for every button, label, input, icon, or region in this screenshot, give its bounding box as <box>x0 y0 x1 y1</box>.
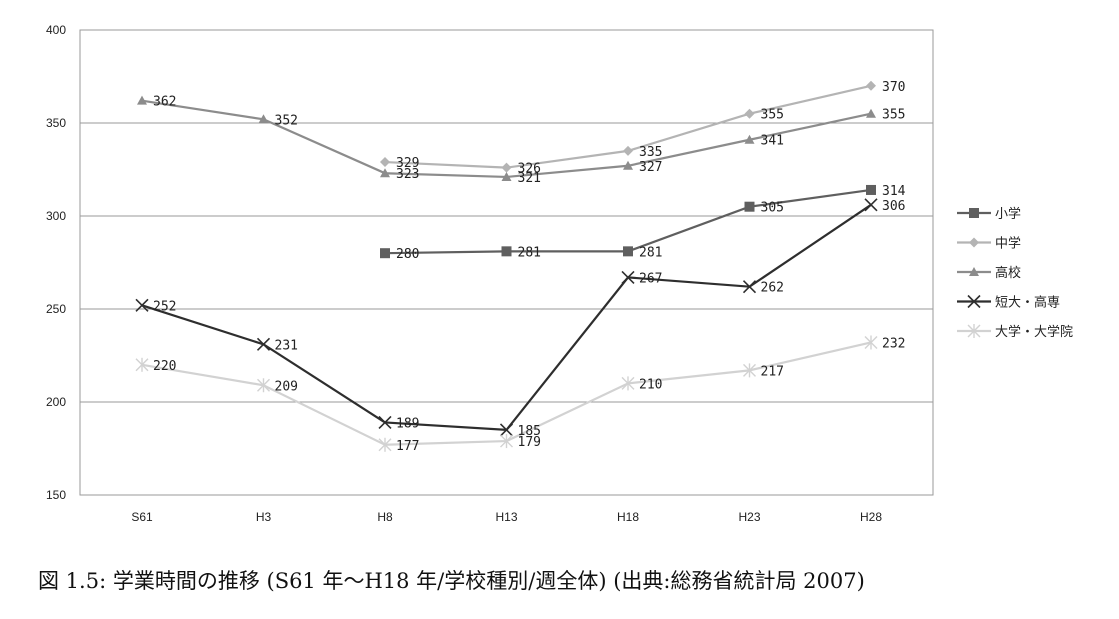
data-point <box>623 160 633 170</box>
data-point <box>744 108 755 119</box>
data-label: 326 <box>518 162 541 177</box>
data-label: 314 <box>882 184 906 199</box>
data-label: 362 <box>153 95 176 110</box>
data-label: 329 <box>396 156 419 171</box>
legend-label: 高校 <box>995 265 1021 281</box>
data-point <box>500 434 513 449</box>
legend-entry: 大学・大学院 <box>957 324 1073 340</box>
data-label: 185 <box>518 424 541 439</box>
data-label: 179 <box>518 435 541 450</box>
x-tick-label: H18 <box>617 510 639 524</box>
legend-marker <box>969 208 979 218</box>
data-label: 321 <box>518 171 541 186</box>
data-label: 281 <box>639 245 662 260</box>
data-point <box>135 357 149 372</box>
data-point <box>744 201 755 212</box>
data-label: 262 <box>761 281 784 296</box>
data-label: 209 <box>275 379 298 394</box>
data-point <box>623 246 633 257</box>
data-point <box>380 168 390 178</box>
data-point <box>864 198 878 212</box>
data-label: 341 <box>761 134 784 149</box>
data-point <box>256 337 271 351</box>
legend-label: 短大・高専 <box>995 295 1060 311</box>
x-tick-label: H23 <box>738 510 760 524</box>
x-tick-label: H13 <box>495 510 517 524</box>
data-point <box>743 363 756 378</box>
data-label: 352 <box>275 113 298 128</box>
data-point <box>864 335 878 350</box>
data-point <box>866 108 876 118</box>
data-point <box>621 376 635 391</box>
data-label: 323 <box>396 167 419 182</box>
data-label: 305 <box>761 201 784 216</box>
data-label: 327 <box>639 160 662 175</box>
data-point <box>866 184 876 195</box>
data-point <box>135 298 149 312</box>
data-label: 231 <box>275 338 298 353</box>
data-label: 280 <box>396 247 419 262</box>
y-tick-label: 200 <box>46 395 66 409</box>
data-label: 355 <box>761 108 784 123</box>
data-label: 210 <box>639 377 662 392</box>
data-point <box>380 248 390 259</box>
data-label: 220 <box>153 359 176 374</box>
plot-area <box>79 29 934 496</box>
data-point <box>742 280 757 294</box>
y-tick-label: 300 <box>46 209 66 223</box>
data-label: 370 <box>882 80 905 95</box>
data-point <box>621 270 635 284</box>
legend-marker <box>969 237 979 248</box>
data-point <box>501 162 512 173</box>
legend-entry: 高校 <box>957 265 1021 281</box>
legend-marker <box>967 324 981 338</box>
x-tick-label: S61 <box>131 510 153 524</box>
data-point <box>378 415 392 430</box>
data-label: 232 <box>882 336 905 351</box>
data-point <box>378 437 392 452</box>
legend-marker <box>967 294 981 309</box>
data-point <box>623 145 633 156</box>
data-point <box>137 95 147 105</box>
y-tick-label: 250 <box>46 302 66 316</box>
line-chart: 150 200 250 300 350 400 S61 H3 H8 H13 H18 H23 H28 2… <box>46 23 1073 524</box>
x-tick-label: H8 <box>377 510 393 524</box>
data-label: 335 <box>639 145 662 160</box>
legend-entry: 小学 <box>957 206 1021 222</box>
legend-entry: 中学 <box>957 236 1021 252</box>
data-point <box>501 171 512 181</box>
legend-label: 中学 <box>995 236 1021 252</box>
data-point <box>501 246 512 257</box>
legend-label: 小学 <box>995 206 1021 222</box>
data-label: 189 <box>396 416 419 431</box>
data-point <box>744 134 755 144</box>
legend-label: 大学・大学院 <box>995 324 1073 340</box>
data-point <box>257 378 270 393</box>
data-point <box>866 80 876 91</box>
data-label: 281 <box>518 245 541 260</box>
legend-entry: 短大・高専 <box>957 295 1060 311</box>
data-label: 306 <box>882 199 905 214</box>
y-tick-label: 400 <box>46 23 66 37</box>
data-point <box>499 423 514 437</box>
figure-caption: 図 1.5: 学業時間の推移 (S61 年〜H18 年/学校種別/週全体) (出… <box>38 569 865 593</box>
data-point <box>258 114 269 124</box>
y-tick-label: 150 <box>46 488 66 502</box>
x-tick-label: H28 <box>860 510 882 524</box>
data-label: 252 <box>153 299 176 314</box>
legend-marker <box>969 267 979 276</box>
data-label: 267 <box>639 271 662 286</box>
data-label: 217 <box>761 364 784 379</box>
data-label: 355 <box>882 108 905 123</box>
y-tick-label: 350 <box>46 116 66 130</box>
data-label: 177 <box>396 439 419 454</box>
data-point <box>380 157 390 168</box>
x-tick-label: H3 <box>256 510 272 524</box>
